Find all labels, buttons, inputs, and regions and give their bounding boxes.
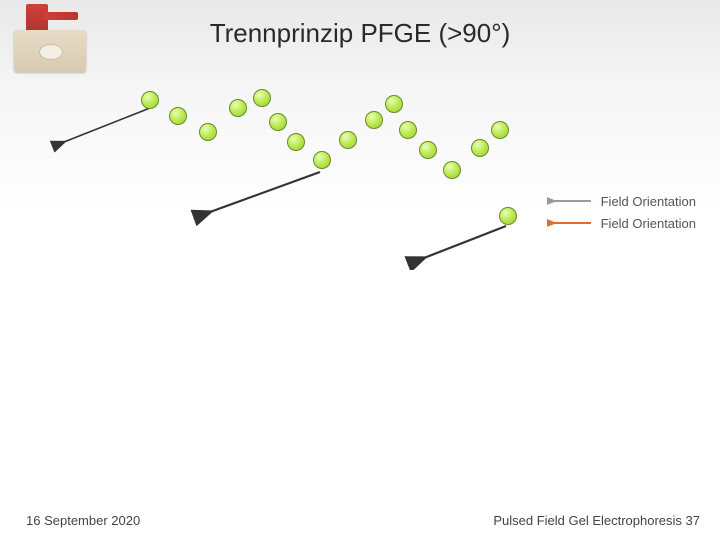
legend-row-grey: Field Orientation <box>547 190 696 212</box>
molecule-node <box>365 111 383 129</box>
zigzag-diagram <box>0 70 720 270</box>
legend-row-orange: Field Orientation <box>547 212 696 234</box>
direction-arrow <box>210 172 320 212</box>
molecule-node <box>141 91 159 109</box>
molecule-node <box>399 121 417 139</box>
molecule-node <box>443 161 461 179</box>
molecule-node <box>269 113 287 131</box>
legend: Field Orientation Field Orientation <box>547 190 696 234</box>
legend-arrow-grey-icon <box>547 194 593 208</box>
molecule-node <box>287 133 305 151</box>
direction-arrow <box>424 226 506 258</box>
slide-title: Trennprinzip PFGE (>90°) <box>0 18 720 49</box>
molecule-node <box>313 151 331 169</box>
molecule-node <box>491 121 509 139</box>
molecule-node <box>499 207 517 225</box>
footer-date: 16 September 2020 <box>26 513 140 528</box>
molecule-node <box>169 107 187 125</box>
molecule-node <box>253 89 271 107</box>
arrow-layer <box>0 70 720 270</box>
molecule-node <box>229 99 247 117</box>
direction-arrow <box>64 108 150 142</box>
molecule-node <box>471 139 489 157</box>
molecule-node <box>385 95 403 113</box>
slide: Trennprinzip PFGE (>90°) Field Orientati… <box>0 0 720 540</box>
molecule-node <box>419 141 437 159</box>
footer-source: Pulsed Field Gel Electrophoresis 37 <box>493 513 700 528</box>
molecule-node <box>339 131 357 149</box>
molecule-node <box>199 123 217 141</box>
legend-label-orange: Field Orientation <box>601 216 696 231</box>
legend-arrow-orange-icon <box>547 216 593 230</box>
legend-label-grey: Field Orientation <box>601 194 696 209</box>
